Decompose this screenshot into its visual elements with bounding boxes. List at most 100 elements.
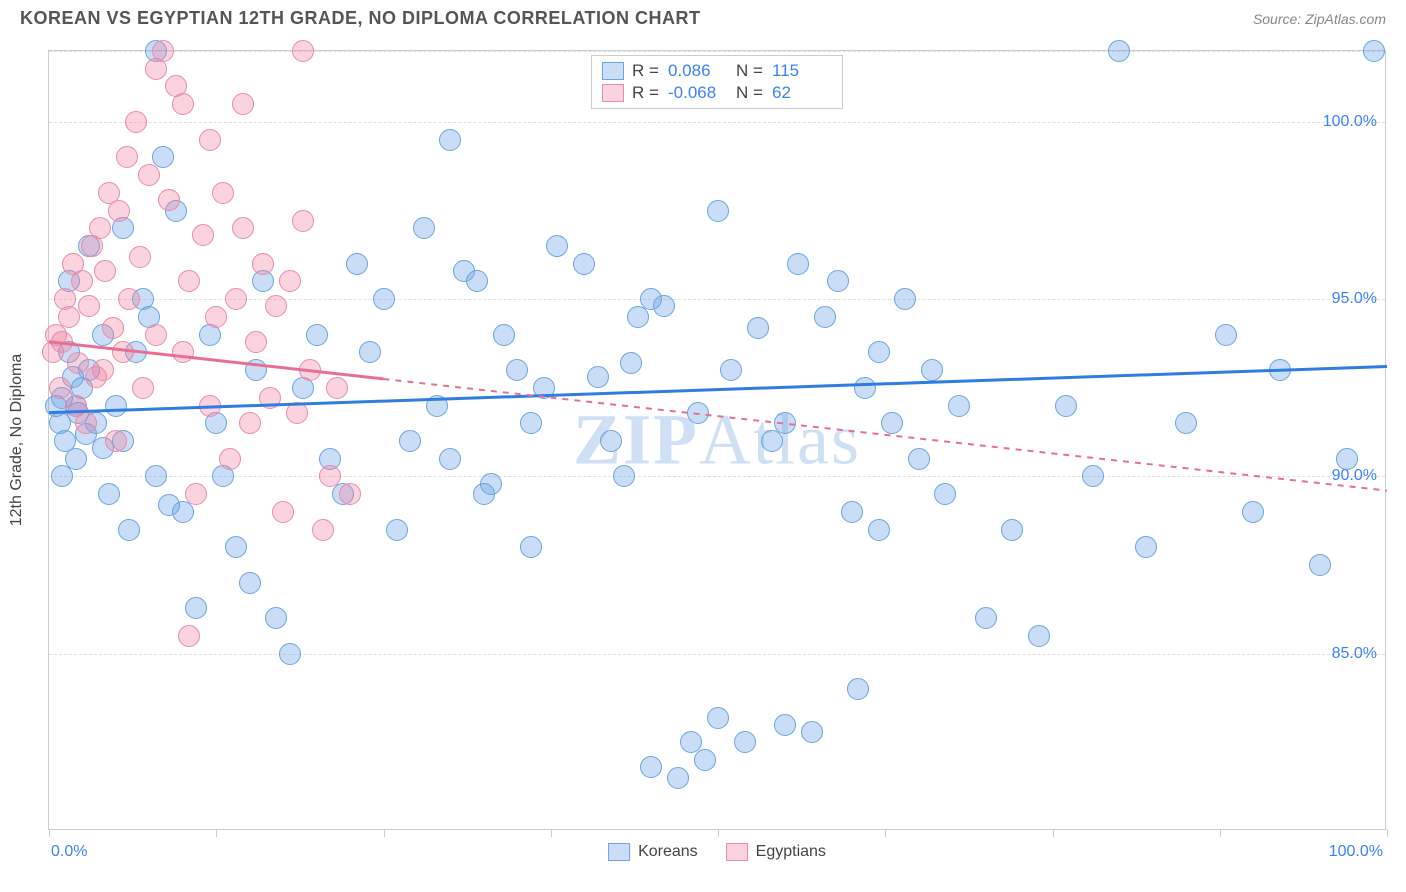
x-tick	[1053, 829, 1054, 837]
scatter-point-egyptians	[75, 412, 97, 434]
scatter-point-egyptians	[339, 483, 361, 505]
scatter-point-koreans	[774, 412, 796, 434]
scatter-point-koreans	[620, 352, 642, 374]
scatter-point-egyptians	[178, 270, 200, 292]
scatter-point-egyptians	[252, 253, 274, 275]
scatter-point-koreans	[774, 714, 796, 736]
r-value-egyptians: -0.068	[668, 83, 728, 103]
scatter-point-egyptians	[49, 377, 71, 399]
chart-title: KOREAN VS EGYPTIAN 12TH GRADE, NO DIPLOM…	[20, 8, 701, 29]
scatter-point-egyptians	[118, 288, 140, 310]
scatter-point-koreans	[908, 448, 930, 470]
x-tick	[384, 829, 385, 837]
scatter-point-egyptians	[172, 93, 194, 115]
r-label: R =	[632, 61, 660, 81]
scatter-point-koreans	[426, 395, 448, 417]
scatter-point-egyptians	[319, 465, 341, 487]
legend-label-koreans: Koreans	[638, 843, 698, 861]
x-axis-end-label: 100.0%	[1329, 843, 1383, 861]
scatter-point-koreans	[245, 359, 267, 381]
scatter-point-koreans	[667, 767, 689, 789]
scatter-point-egyptians	[92, 359, 114, 381]
scatter-point-koreans	[265, 607, 287, 629]
scatter-point-koreans	[145, 465, 167, 487]
scatter-point-koreans	[1135, 536, 1157, 558]
x-tick	[885, 829, 886, 837]
source-attribution: Source: ZipAtlas.com	[1253, 11, 1386, 27]
scatter-point-koreans	[1082, 465, 1104, 487]
scatter-point-egyptians	[265, 295, 287, 317]
scatter-point-egyptians	[312, 519, 334, 541]
scatter-point-egyptians	[51, 331, 73, 353]
scatter-point-koreans	[439, 448, 461, 470]
swatch-koreans	[608, 843, 630, 861]
scatter-point-koreans	[640, 756, 662, 778]
x-tick	[1387, 829, 1388, 837]
swatch-koreans	[602, 62, 624, 80]
scatter-point-egyptians	[272, 501, 294, 523]
x-axis-start-label: 0.0%	[51, 843, 87, 861]
scatter-point-egyptians	[89, 217, 111, 239]
scatter-point-koreans	[801, 721, 823, 743]
scatter-point-koreans	[306, 324, 328, 346]
chart-plot-area: 12th Grade, No Diploma ZIPAtlas 85.0%90.…	[48, 50, 1386, 830]
y-tick-label: 100.0%	[1323, 113, 1377, 131]
x-tick	[49, 829, 50, 837]
scatter-point-koreans	[1175, 412, 1197, 434]
scatter-point-koreans	[868, 341, 890, 363]
scatter-point-koreans	[172, 501, 194, 523]
legend-row-egyptians: R = -0.068 N = 62	[602, 82, 832, 104]
scatter-point-egyptians	[292, 40, 314, 62]
x-tick	[216, 829, 217, 837]
scatter-point-egyptians	[125, 111, 147, 133]
scatter-point-koreans	[975, 607, 997, 629]
scatter-point-egyptians	[78, 295, 100, 317]
scatter-point-egyptians	[292, 210, 314, 232]
scatter-point-koreans	[346, 253, 368, 275]
n-label: N =	[736, 83, 764, 103]
scatter-point-koreans	[881, 412, 903, 434]
scatter-point-koreans	[105, 395, 127, 417]
scatter-point-koreans	[493, 324, 515, 346]
grid-line	[49, 654, 1385, 655]
scatter-point-koreans	[587, 366, 609, 388]
scatter-point-koreans	[627, 306, 649, 328]
scatter-point-koreans	[653, 295, 675, 317]
scatter-point-koreans	[841, 501, 863, 523]
scatter-point-koreans	[894, 288, 916, 310]
scatter-point-egyptians	[71, 270, 93, 292]
scatter-point-koreans	[847, 678, 869, 700]
n-value-koreans: 115	[772, 61, 832, 81]
scatter-point-koreans	[1336, 448, 1358, 470]
scatter-point-egyptians	[132, 377, 154, 399]
scatter-point-egyptians	[112, 341, 134, 363]
scatter-point-koreans	[225, 536, 247, 558]
legend-row-koreans: R = 0.086 N = 115	[602, 60, 832, 82]
scatter-point-koreans	[707, 707, 729, 729]
scatter-point-egyptians	[212, 182, 234, 204]
correlation-legend: R = 0.086 N = 115 R = -0.068 N = 62	[591, 55, 843, 109]
scatter-point-koreans	[279, 643, 301, 665]
scatter-point-koreans	[480, 473, 502, 495]
scatter-point-koreans	[466, 270, 488, 292]
scatter-point-koreans	[386, 519, 408, 541]
scatter-point-egyptians	[299, 359, 321, 381]
scatter-point-koreans	[613, 465, 635, 487]
scatter-plot: 85.0%90.0%95.0%100.0%	[49, 51, 1385, 829]
scatter-point-koreans	[1001, 519, 1023, 541]
scatter-point-koreans	[747, 317, 769, 339]
scatter-point-egyptians	[245, 331, 267, 353]
scatter-point-koreans	[787, 253, 809, 275]
scatter-point-koreans	[687, 402, 709, 424]
grid-line	[49, 299, 1385, 300]
scatter-point-egyptians	[279, 270, 301, 292]
grid-line	[49, 51, 1385, 52]
scatter-point-egyptians	[199, 129, 221, 151]
legend-label-egyptians: Egyptians	[756, 843, 826, 861]
x-tick	[551, 829, 552, 837]
scatter-point-koreans	[118, 519, 140, 541]
scatter-point-koreans	[720, 359, 742, 381]
scatter-point-koreans	[1108, 40, 1130, 62]
y-tick-label: 85.0%	[1332, 645, 1377, 663]
scatter-point-egyptians	[138, 164, 160, 186]
